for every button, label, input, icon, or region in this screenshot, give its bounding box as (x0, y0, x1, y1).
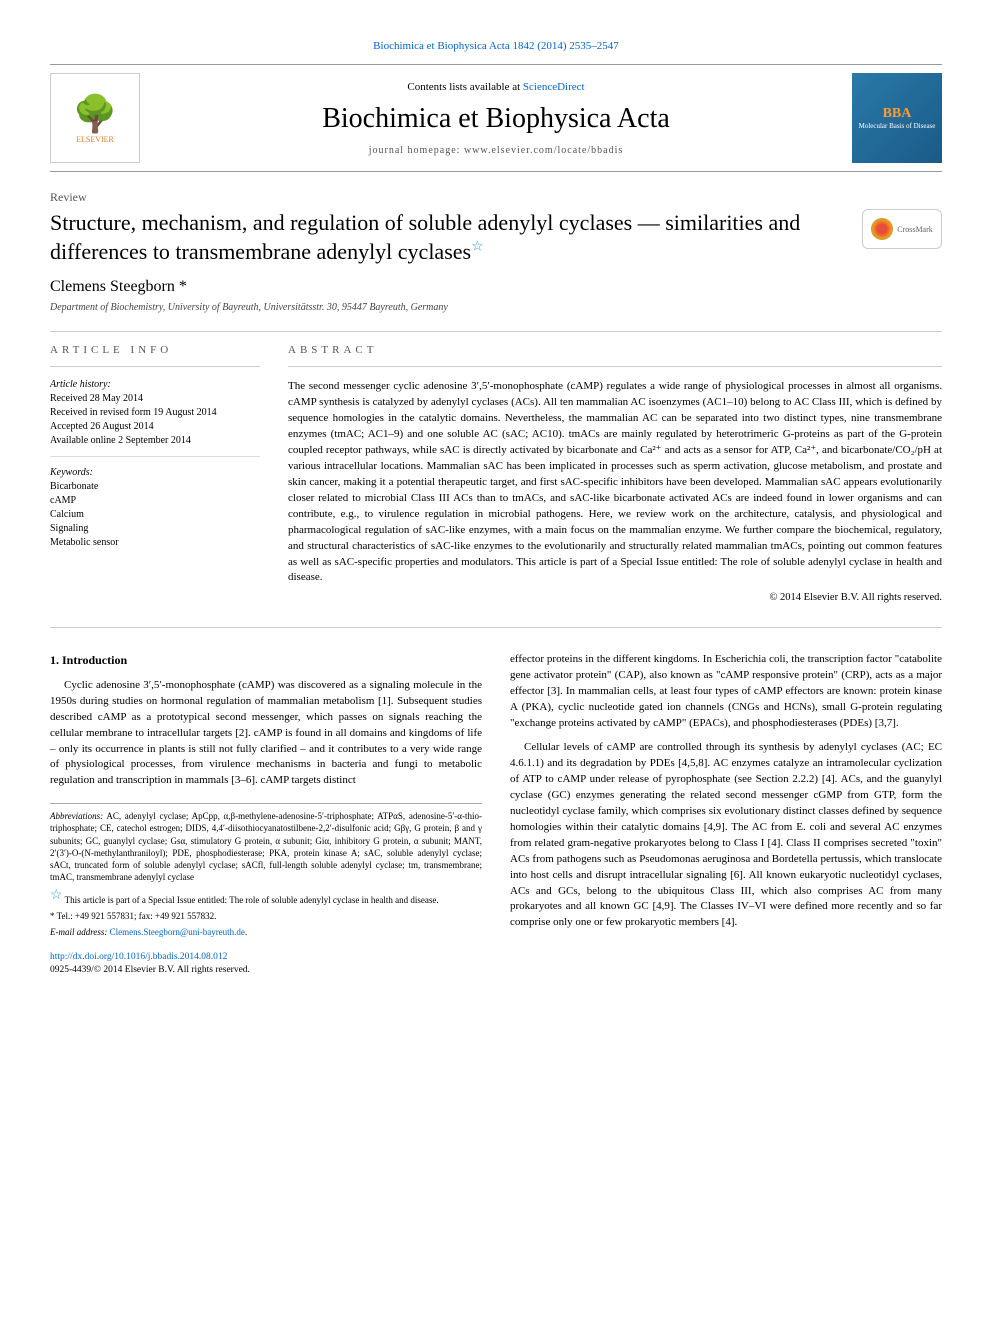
journal-title: Biochimica et Biophysica Acta (140, 103, 852, 135)
elsevier-logo: 🌳 ELSEVIER (50, 73, 140, 163)
history-label: Article history: (50, 379, 260, 390)
title-text: Structure, mechanism, and regulation of … (50, 210, 800, 264)
keyword-3: Signaling (50, 522, 260, 536)
elsevier-label: ELSEVIER (76, 135, 114, 144)
abstract-text: The second messenger cyclic adenosine 3′… (288, 379, 942, 586)
special-issue-footnote: ☆ This article is part of a Special Issu… (50, 887, 482, 906)
accepted-date: Accepted 26 August 2014 (50, 420, 260, 434)
bba-label: BBA (883, 106, 912, 122)
journal-center: Contents lists available at ScienceDirec… (140, 81, 852, 156)
author-text: Clemens Steegborn (50, 278, 175, 295)
keyword-4: Metabolic sensor (50, 536, 260, 550)
abbreviations-footnote: Abbreviations: AC, adenylyl cyclase; ApC… (50, 810, 482, 883)
body-divider (50, 627, 942, 628)
email-footnote: E-mail address: Clemens.Steegborn@uni-ba… (50, 926, 482, 938)
body-columns: 1. Introduction Cyclic adenosine 3′,5′-m… (50, 652, 942, 978)
keyword-2: Calcium (50, 508, 260, 522)
footnote-star-icon: ☆ (50, 888, 63, 903)
corresp-marker-foot: * (50, 911, 55, 921)
header-citation: Biochimica et Biophysica Acta 1842 (2014… (50, 40, 942, 52)
crossmark-label: CrossMark (897, 225, 933, 234)
keyword-0: Bicarbonate (50, 480, 260, 494)
sciencedirect-link[interactable]: ScienceDirect (523, 81, 585, 93)
contents-line: Contents lists available at ScienceDirec… (140, 81, 852, 93)
bba-cover-logo: BBA Molecular Basis of Disease (852, 73, 942, 163)
email-suffix: . (245, 927, 247, 937)
email-link[interactable]: Clemens.Steegborn@uni-bayreuth.de (110, 927, 245, 937)
corresp-footnote: * Tel.: +49 921 557831; fax: +49 921 557… (50, 910, 482, 922)
keywords-section: Keywords: Bicarbonate cAMP Calcium Signa… (50, 467, 260, 558)
homepage-label: journal homepage: (369, 145, 464, 156)
doi-block: http://dx.doi.org/10.1016/j.bbadis.2014.… (50, 951, 482, 979)
journal-homepage: journal homepage: www.elsevier.com/locat… (140, 145, 852, 156)
corresp-text: Tel.: +49 921 557831; fax: +49 921 55783… (57, 911, 217, 921)
article-info-heading: ARTICLE INFO (50, 344, 260, 356)
contents-prefix: Contents lists available at (407, 81, 522, 93)
bba-sublabel: Molecular Basis of Disease (859, 122, 936, 130)
corresp-marker: * (179, 278, 187, 295)
crossmark-badge[interactable]: CrossMark (862, 209, 942, 249)
col2-para-1: effector proteins in the different kingd… (510, 652, 942, 732)
info-divider (50, 366, 260, 367)
doi-link[interactable]: http://dx.doi.org/10.1016/j.bbadis.2014.… (50, 952, 227, 962)
abstract-heading: ABSTRACT (288, 344, 942, 356)
footnotes: Abbreviations: AC, adenylyl cyclase; ApC… (50, 803, 482, 938)
title-footnote-marker-icon: ☆ (471, 239, 484, 254)
affiliation: Department of Biochemistry, University o… (50, 302, 942, 313)
homepage-url[interactable]: www.elsevier.com/locate/bbadis (464, 145, 623, 156)
intro-para-1: Cyclic adenosine 3′,5′-monophosphate (cA… (50, 678, 482, 790)
abbrev-label: Abbreviations: (50, 811, 103, 821)
received-date: Received 28 May 2014 (50, 392, 260, 406)
divider (50, 331, 942, 332)
issn-line: 0925-4439/© 2014 Elsevier B.V. All right… (50, 964, 482, 978)
keyword-1: cAMP (50, 494, 260, 508)
author-name: Clemens Steegborn * (50, 278, 942, 296)
special-issue-text: This article is part of a Special Issue … (65, 895, 439, 905)
email-label: E-mail address: (50, 927, 110, 937)
keywords-label: Keywords: (50, 467, 260, 478)
online-date: Available online 2 September 2014 (50, 434, 260, 448)
abstract-divider (288, 366, 942, 367)
article-type: Review (50, 190, 942, 205)
column-left: 1. Introduction Cyclic adenosine 3′,5′-m… (50, 652, 482, 978)
abbrev-text: AC, adenylyl cyclase; ApCpp, α,β-methyle… (50, 811, 482, 882)
revised-date: Received in revised form 19 August 2014 (50, 406, 260, 420)
column-right: effector proteins in the different kingd… (510, 652, 942, 978)
article-info-panel: ARTICLE INFO Article history: Received 2… (50, 344, 260, 603)
col2-para-2: Cellular levels of cAMP are controlled t… (510, 740, 942, 931)
elsevier-tree-icon: 🌳 (73, 93, 118, 135)
crossmark-circle-icon (871, 218, 893, 240)
article-title: Structure, mechanism, and regulation of … (50, 209, 830, 266)
intro-heading: 1. Introduction (50, 652, 482, 669)
copyright-line: © 2014 Elsevier B.V. All rights reserved… (288, 592, 942, 603)
abstract-panel: ABSTRACT The second messenger cyclic ade… (288, 344, 942, 603)
journal-header: 🌳 ELSEVIER Contents lists available at S… (50, 64, 942, 172)
history-section: Article history: Received 28 May 2014 Re… (50, 379, 260, 457)
